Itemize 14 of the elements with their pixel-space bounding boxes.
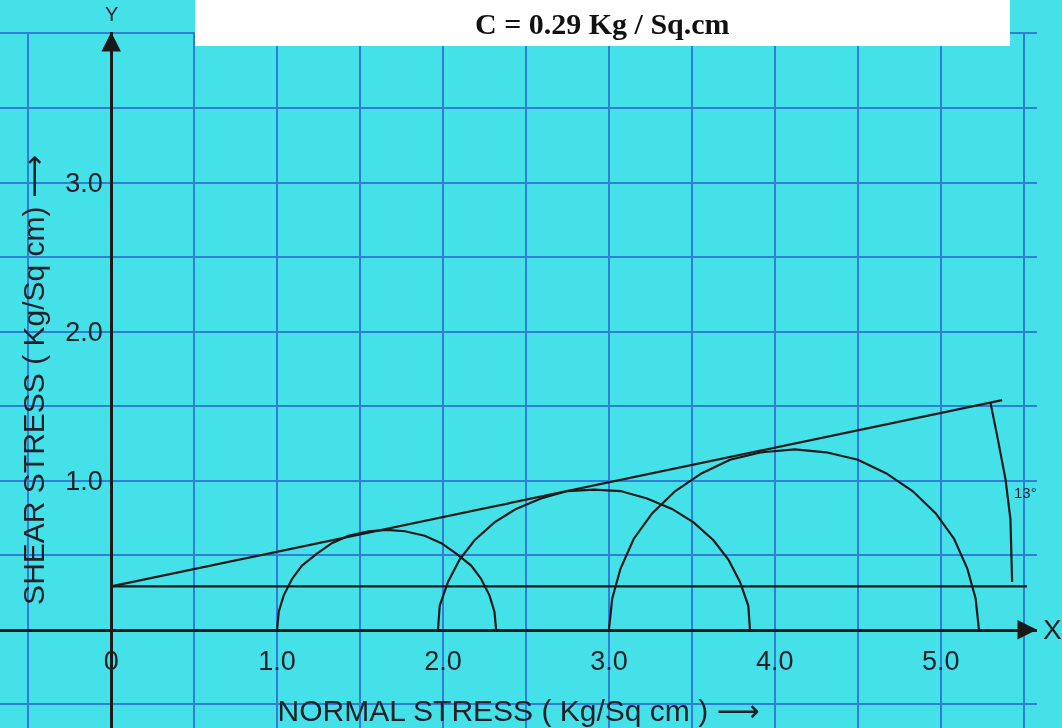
x-tick-label: 5.0 — [922, 646, 960, 677]
text: Y — [105, 3, 119, 25]
text: X — [1043, 614, 1062, 645]
y-tick-label: 3.0 — [65, 167, 103, 198]
x-tick-label: 3.0 — [590, 646, 628, 677]
y-axis-title: SHEAR STRESS ( Kg/Sq cm) ⟶ — [17, 155, 51, 605]
x-tick-label: 1.0 — [258, 646, 296, 677]
annotation: 13° — [1014, 484, 1037, 501]
x-tick-label: 4.0 — [756, 646, 794, 677]
y-tick-label: 2.0 — [65, 317, 103, 348]
x-axis-title: NORMAL STRESS ( Kg/Sq cm ) ⟶ — [277, 693, 760, 727]
chart-title: C = 0.29 Kg / Sq.cm — [475, 7, 730, 40]
x-tick-label: 2.0 — [424, 646, 462, 677]
y-tick-label: 1.0 — [65, 466, 103, 497]
